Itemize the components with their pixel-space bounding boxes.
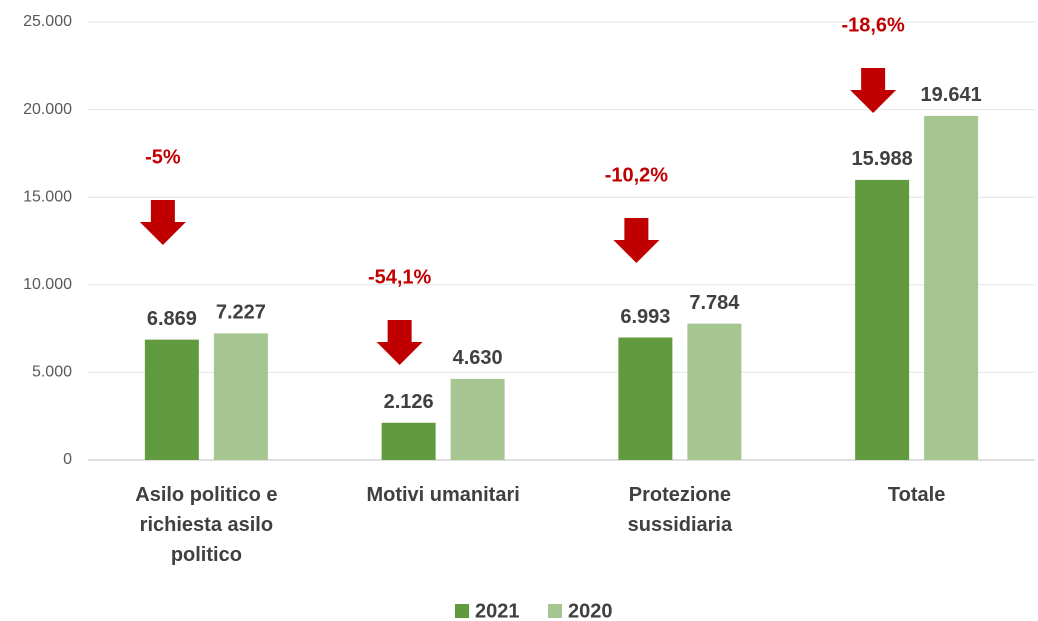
value-label: 6.993 <box>620 306 670 328</box>
y-tick-label: 15.000 <box>23 188 72 205</box>
bar <box>381 422 436 460</box>
y-tick-label: 25.000 <box>23 13 72 30</box>
value-label: 6.869 <box>147 308 197 330</box>
arrow <box>376 320 423 365</box>
value-label: 2.126 <box>384 391 434 413</box>
value-label: 4.630 <box>453 347 503 369</box>
value-label: 7.227 <box>216 302 266 324</box>
legend-label: 2020 <box>568 600 613 621</box>
bar <box>855 179 910 460</box>
x-tick-label: Protezione sussidiaria <box>627 484 733 536</box>
legend-label: 2021 <box>475 600 520 621</box>
bar <box>213 333 268 460</box>
annotation: -18,6% <box>841 14 905 36</box>
legend-swatch <box>455 604 469 618</box>
y-tick-label: 10.000 <box>23 276 72 293</box>
x-tick-label: Motivi umanitari <box>366 484 520 506</box>
annotation: -5% <box>145 146 181 168</box>
bar <box>144 339 199 460</box>
bar <box>687 323 742 460</box>
arrow <box>139 200 186 245</box>
x-tick-label: Asilo politico e richiesta asilo politic… <box>135 484 278 566</box>
y-tick-label: 20.000 <box>23 101 72 118</box>
legend-swatch <box>548 604 562 618</box>
bar <box>924 115 979 460</box>
bar <box>450 378 505 460</box>
y-tick-label: 5.000 <box>32 364 72 381</box>
value-label: 7.784 <box>689 292 740 314</box>
annotation: -54,1% <box>368 266 432 288</box>
arrow <box>850 68 897 113</box>
y-tick-label: 0 <box>63 451 72 468</box>
x-tick-label: Totale <box>887 484 946 506</box>
value-label: 19.641 <box>921 84 982 106</box>
value-label: 15.988 <box>852 148 913 170</box>
annotation: -10,2% <box>605 164 669 186</box>
bar <box>618 337 673 460</box>
arrow <box>613 218 660 263</box>
